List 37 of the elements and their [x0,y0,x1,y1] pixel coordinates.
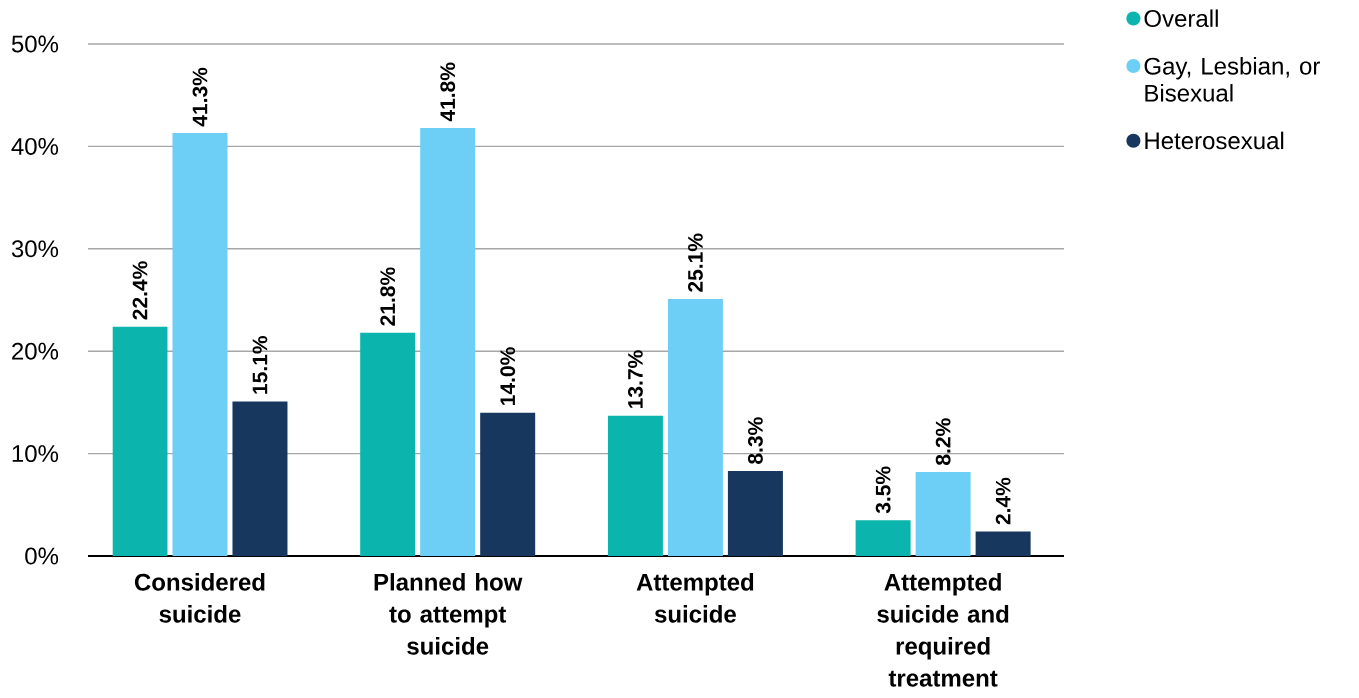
bar [172,133,228,556]
data-label: 22.4% [132,261,148,320]
bar [480,412,536,556]
bar [667,298,723,556]
data-label: 13.7% [627,350,643,408]
y-tick-label: 10% [12,445,59,463]
data-label: 41.3% [192,67,208,127]
data-label: 25.1% [687,233,703,292]
x-tick-label: Attempted suicide and required treatment [877,573,1009,687]
bar [112,326,168,556]
y-tick-label: 50% [11,35,59,53]
x-tick-label: Considered suicide [134,573,265,623]
y-tick-label: 40% [11,137,59,155]
data-label: 14.0% [500,347,516,405]
bar [420,127,476,556]
bar [727,471,783,556]
data-label: 21.8% [380,267,396,326]
data-label: 15.1% [252,336,268,394]
bar [607,415,663,556]
y-tick-label: 30% [11,240,59,258]
data-label: 8.3% [747,417,763,464]
bar [360,332,416,556]
data-label: 2.4% [995,477,1011,525]
data-label: 8.2% [935,418,951,465]
legend-label: Gay, Lesbian, or Bisexual [1144,57,1320,102]
y-tick-label: 0% [25,547,59,565]
legend-label: Overall [1144,9,1218,28]
data-label: 41.8% [440,62,456,122]
data-label: 3.5% [875,466,891,514]
x-tick-label: Attempted suicide [636,573,754,623]
y-tick-label: 20% [12,342,59,360]
legend-label: Heterosexual [1145,131,1284,150]
bar [975,531,1031,556]
x-tick-label: Planned how to attempt suicide [374,573,523,655]
bar [915,472,971,556]
bar [855,520,911,556]
bar [232,401,288,556]
